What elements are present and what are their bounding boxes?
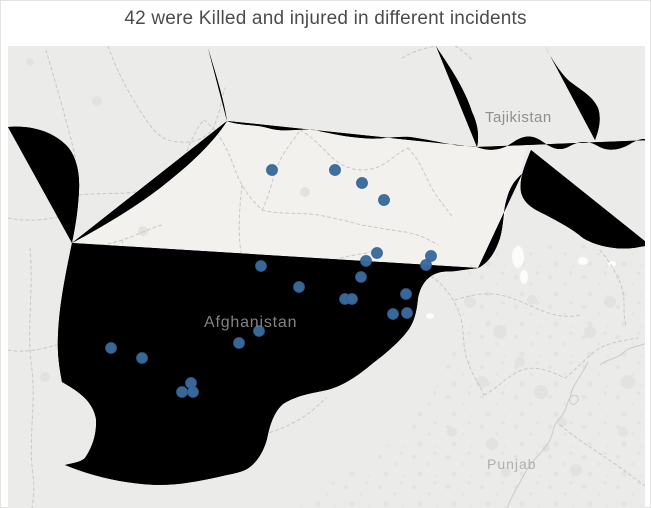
map-svg — [8, 46, 645, 508]
incident-marker[interactable] — [176, 386, 188, 398]
incident-marker[interactable] — [401, 307, 413, 319]
incident-marker[interactable] — [255, 260, 267, 272]
incident-marker[interactable] — [355, 271, 367, 283]
incident-marker[interactable] — [253, 325, 265, 337]
incident-marker[interactable] — [356, 177, 368, 189]
glacier-patches — [426, 246, 616, 319]
incident-marker[interactable] — [136, 352, 148, 364]
incident-marker[interactable] — [329, 164, 341, 176]
chart-title: 42 were Killed and injured in different … — [124, 8, 527, 29]
incident-marker[interactable] — [400, 288, 412, 300]
incident-marker[interactable] — [387, 308, 399, 320]
incident-marker[interactable] — [187, 386, 199, 398]
incident-marker[interactable] — [360, 255, 372, 267]
incident-marker-layer — [105, 164, 437, 398]
incident-marker[interactable] — [293, 281, 305, 293]
incident-marker[interactable] — [425, 250, 437, 262]
incident-marker[interactable] — [266, 164, 278, 176]
incident-marker[interactable] — [233, 337, 245, 349]
map-canvas[interactable]: Tajikistan Afghanistan Punjab — [8, 46, 645, 508]
incident-marker[interactable] — [105, 342, 117, 354]
terrain-texture — [26, 58, 645, 508]
incident-marker[interactable] — [378, 194, 390, 206]
rivers — [506, 342, 645, 508]
incident-marker[interactable] — [371, 247, 383, 259]
incident-marker[interactable] — [420, 259, 432, 271]
incident-marker[interactable] — [346, 293, 358, 305]
